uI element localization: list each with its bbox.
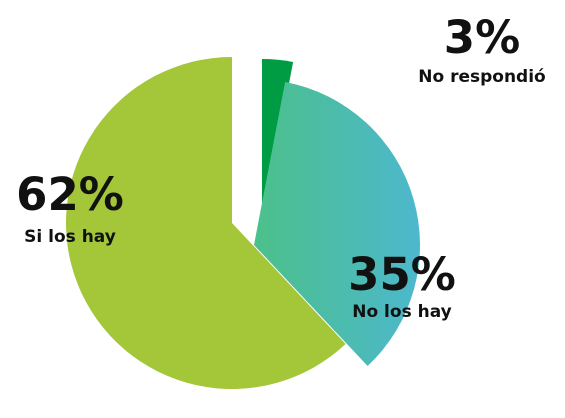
category-label-si-los-hay: Si los hay bbox=[24, 227, 116, 247]
slice-no-los-hay bbox=[254, 81, 420, 367]
slice-si-los-hay bbox=[65, 57, 346, 390]
value-label-no-respondio: 3% bbox=[444, 11, 520, 64]
value-label-si-los-hay: 62% bbox=[16, 168, 124, 221]
category-label-no-los-hay: No los hay bbox=[352, 302, 452, 322]
value-label-no-los-hay: 35% bbox=[348, 248, 456, 301]
category-label-no-respondio: No respondió bbox=[418, 67, 545, 87]
